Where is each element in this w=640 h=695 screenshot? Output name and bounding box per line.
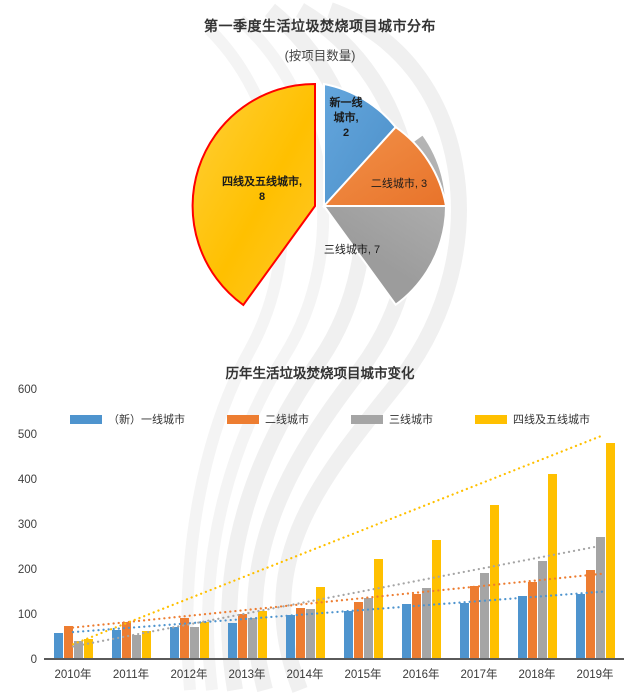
- bar-1[interactable]: [401, 604, 411, 658]
- y-axis-tick: 100: [17, 609, 37, 621]
- pie-label-tier2: 二线城市, 3: [370, 178, 428, 190]
- legend-swatch-icon: [70, 414, 102, 424]
- x-axis-tick: 2016年: [402, 669, 440, 681]
- bar-2[interactable]: [353, 601, 363, 658]
- pie-label-tier4-5: 四线及五线城市, 8: [221, 176, 303, 203]
- x-axis-tick: 2017年: [460, 669, 498, 681]
- bar-3[interactable]: [73, 640, 83, 658]
- bar-1[interactable]: [575, 593, 585, 658]
- bar-group: [566, 443, 624, 658]
- x-axis-tick: 2014年: [286, 669, 324, 681]
- bar-1[interactable]: [459, 603, 469, 658]
- bar-3[interactable]: [131, 634, 141, 658]
- bar-4[interactable]: [199, 622, 209, 658]
- bar-1[interactable]: [53, 633, 63, 658]
- legend-item-new-tier1[interactable]: （新）一线城市: [70, 411, 185, 427]
- y-axis-tick: 200: [17, 564, 37, 576]
- bar-3[interactable]: [421, 588, 431, 658]
- bar-3[interactable]: [595, 536, 605, 658]
- bar-group: [508, 474, 566, 658]
- bar-group: [392, 540, 450, 658]
- bar-group: [450, 505, 508, 658]
- bar-2[interactable]: [295, 607, 305, 658]
- x-axis-tick: 2011年: [112, 669, 150, 681]
- bar-1[interactable]: [111, 630, 121, 658]
- x-axis-tick: 2013年: [228, 669, 266, 681]
- bar-1[interactable]: [517, 595, 527, 658]
- pie-chart-panel: 第一季度生活垃圾焚烧项目城市分布 (按项目数量): [191, 18, 448, 307]
- legend-item-tier4-5[interactable]: 四线及五线城市: [475, 411, 590, 427]
- legend-label: 四线及五线城市: [513, 414, 590, 426]
- bar-1[interactable]: [285, 615, 295, 658]
- bar-group: [44, 625, 102, 658]
- bar-1[interactable]: [169, 626, 179, 658]
- bar-2[interactable]: [469, 586, 479, 658]
- bar-3[interactable]: [247, 617, 257, 658]
- pie-label-tier3: 三线城市, 7: [323, 244, 381, 256]
- bar-2[interactable]: [63, 625, 73, 658]
- bar-4[interactable]: [489, 505, 499, 658]
- bar-group: [276, 586, 334, 658]
- pie-label-new-tier1: 新一线 城市, 2: [329, 97, 363, 139]
- bar-4[interactable]: [605, 443, 615, 658]
- y-axis-tick: 400: [17, 474, 37, 486]
- bar-4[interactable]: [431, 540, 441, 658]
- bar-3[interactable]: [537, 561, 547, 658]
- y-axis-tick: 300: [17, 519, 37, 531]
- x-axis-tick: 2018年: [518, 669, 556, 681]
- x-axis-line: [44, 658, 624, 660]
- bar-4[interactable]: [257, 610, 267, 658]
- legend-label: （新）一线城市: [108, 414, 185, 426]
- bar-2[interactable]: [121, 622, 131, 658]
- bar-chart-panel: 历年生活垃圾焚烧项目城市变化 （新）一线城市 二线城市 三线城市 四线及五线城市…: [0, 350, 640, 695]
- pie-chart-title: 第一季度生活垃圾焚烧项目城市分布: [204, 18, 436, 34]
- x-axis-tick: 2019年: [576, 669, 614, 681]
- y-axis-tick: 500: [17, 429, 37, 441]
- x-axis-tick: 2015年: [344, 669, 382, 681]
- bar-2[interactable]: [527, 581, 537, 658]
- bar-3[interactable]: [363, 598, 373, 658]
- bar-group: [334, 559, 392, 658]
- bar-1[interactable]: [227, 622, 237, 658]
- y-axis-tick: 0: [30, 654, 37, 666]
- x-axis-tick: 2010年: [54, 669, 92, 681]
- legend-swatch-icon: [475, 414, 507, 424]
- y-axis-tick: 600: [17, 384, 37, 396]
- bar-4[interactable]: [83, 639, 93, 658]
- bar-4[interactable]: [141, 631, 151, 658]
- bar-group: [218, 610, 276, 658]
- bar-3[interactable]: [479, 572, 489, 658]
- pie-chart-subtitle: (按项目数量): [284, 49, 356, 63]
- bar-group: [160, 618, 218, 658]
- bar-2[interactable]: [411, 593, 421, 658]
- bar-4[interactable]: [373, 559, 383, 658]
- bar-2[interactable]: [237, 613, 247, 658]
- bar-chart-plot-area: 600 500 400 300 200 100 0 2010年 2011年 2012年 2013年…: [18, 384, 624, 681]
- bar-3[interactable]: [189, 626, 199, 658]
- bar-group: [102, 622, 160, 658]
- bar-4[interactable]: [315, 586, 325, 658]
- bar-4[interactable]: [547, 474, 557, 658]
- bar-chart-title: 历年生活垃圾焚烧项目城市变化: [225, 366, 415, 381]
- bar-2[interactable]: [179, 618, 189, 658]
- bar-1[interactable]: [343, 610, 353, 658]
- x-axis-tick: 2012年: [170, 669, 208, 681]
- bar-2[interactable]: [585, 570, 595, 658]
- bar-3[interactable]: [305, 608, 315, 658]
